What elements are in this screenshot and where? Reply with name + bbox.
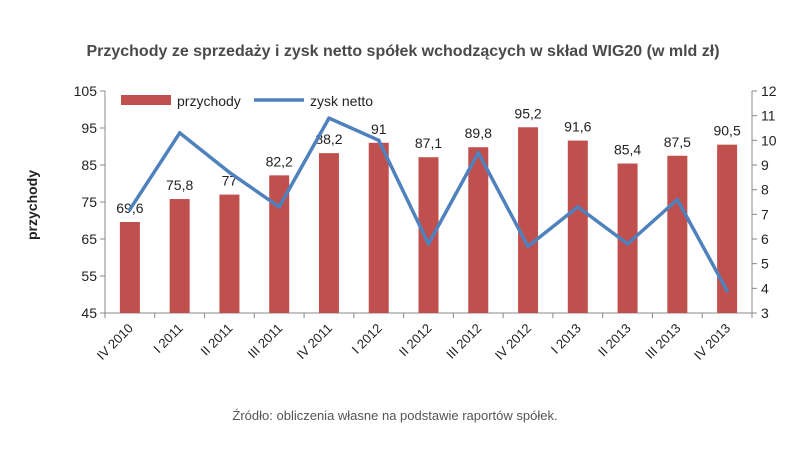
bar-przychody — [318, 153, 339, 313]
legend: przychody zysk netto — [121, 93, 373, 109]
x-tick-label: IV 2010 — [94, 321, 136, 363]
y-left-tick-label: 95 — [81, 120, 97, 136]
y-right-tick-label: 3 — [761, 305, 769, 321]
x-tick-label: I 2012 — [349, 321, 385, 357]
x-tick-label: III 2013 — [642, 321, 683, 362]
point-zysk-netto — [177, 131, 182, 135]
x-tick-label: III 2012 — [443, 321, 484, 362]
bar-przychody — [269, 175, 290, 313]
point-zysk-netto — [526, 244, 530, 249]
y-right-tick-label: 12 — [761, 83, 777, 99]
point-zysk-netto — [277, 205, 281, 209]
data-label-przychody: 85,4 — [614, 142, 641, 158]
bar-przychody — [518, 127, 539, 313]
source-note: Źródło: obliczenia własne na podstawie r… — [232, 408, 557, 423]
chart-title: Przychody ze sprzedaży i zysk netto spół… — [86, 43, 719, 60]
point-zysk-netto — [625, 242, 630, 246]
x-tick-label: II 2013 — [595, 321, 634, 360]
point-zysk-netto — [426, 242, 431, 246]
x-tick-label: II 2012 — [396, 321, 435, 360]
point-zysk-netto — [376, 138, 381, 143]
point-zysk-netto — [576, 205, 580, 209]
data-label-przychody: 90,5 — [713, 123, 740, 139]
bar-przychody — [567, 140, 588, 313]
legend-label-zysk-netto: zysk netto — [310, 93, 373, 109]
data-label-przychody: 88,2 — [315, 131, 342, 147]
data-label-przychody: 82,2 — [266, 153, 293, 169]
y-right-tick-label: 8 — [761, 182, 769, 198]
x-tick-label: IV 2013 — [691, 321, 733, 363]
bar-przychody — [717, 144, 738, 313]
point-zysk-netto — [128, 207, 132, 212]
y-left-tick-label: 85 — [81, 157, 97, 173]
x-tick-label: III 2011 — [245, 321, 286, 362]
data-label-przychody: 87,5 — [664, 134, 691, 150]
y-right-tick-label: 4 — [761, 280, 769, 296]
data-label-przychody: 89,8 — [465, 125, 492, 141]
y-right-tick-label: 10 — [761, 132, 777, 148]
x-tick-label: I 2013 — [548, 321, 584, 357]
bar-przychody — [119, 221, 140, 313]
point-zysk-netto — [476, 150, 481, 155]
legend-label-przychody: przychody — [177, 93, 241, 109]
y-right-tick-label: 11 — [761, 108, 776, 124]
bar-przychody — [219, 194, 240, 313]
x-tick-label: II 2011 — [198, 321, 236, 359]
y-left-tick-label: 55 — [81, 268, 97, 284]
y-left-tick-label: 65 — [81, 231, 97, 247]
x-tick-label: IV 2011 — [293, 321, 335, 363]
bar-przychody — [368, 142, 389, 313]
y-right-tick-label: 6 — [761, 231, 769, 247]
y-right-tick-label: 7 — [761, 206, 769, 222]
point-zysk-netto — [327, 116, 331, 120]
point-zysk-netto — [725, 289, 729, 293]
data-label-przychody: 75,8 — [166, 177, 193, 193]
data-label-przychody: 95,2 — [514, 105, 541, 121]
y-left-tick-label: 105 — [74, 83, 98, 99]
bar-przychody — [169, 199, 190, 313]
y-right-tick-label: 5 — [761, 256, 769, 272]
bar-przychody — [468, 147, 489, 313]
point-zysk-netto — [227, 170, 232, 175]
y-right-tick-label: 9 — [761, 157, 769, 173]
y-left-tick-label: 45 — [81, 305, 97, 321]
bar-przychody — [667, 155, 688, 313]
point-zysk-netto — [675, 197, 680, 202]
data-label-przychody: 87,1 — [415, 135, 442, 151]
y-axis-label: przychody — [24, 170, 40, 240]
x-tick-label: I 2011 — [150, 321, 185, 356]
y-left-tick-label: 75 — [81, 194, 97, 210]
legend-swatch-przychody — [121, 95, 171, 105]
x-tick-label: IV 2012 — [492, 321, 534, 363]
data-label-przychody: 91 — [371, 121, 387, 137]
bar-przychody — [418, 157, 439, 313]
data-label-przychody: 91,6 — [564, 119, 591, 135]
bar-przychody — [617, 163, 638, 313]
